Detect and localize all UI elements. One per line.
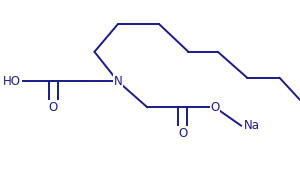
Text: O: O bbox=[49, 101, 58, 114]
Text: Na: Na bbox=[244, 119, 260, 132]
Text: O: O bbox=[210, 101, 220, 114]
Text: N: N bbox=[114, 75, 122, 88]
Text: HO: HO bbox=[3, 75, 21, 88]
Text: O: O bbox=[178, 127, 187, 140]
